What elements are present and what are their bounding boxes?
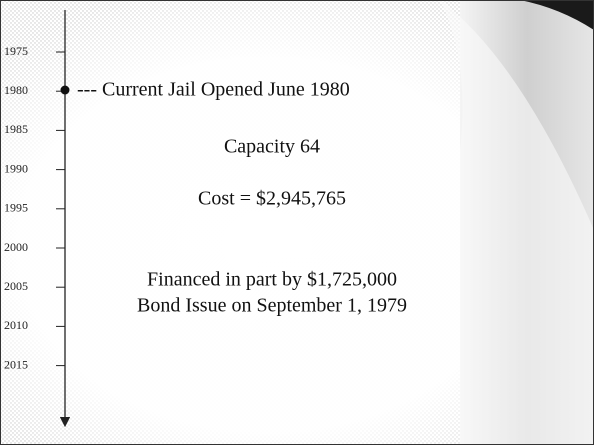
year-labels: 1975 1980 1985 1990 1995 2000 2005 2010 2015 xyxy=(4,44,65,371)
financing-line: Bond Issue on September 1, 1979 xyxy=(137,295,407,317)
year-label: 1995 xyxy=(4,201,28,215)
year-label: 1985 xyxy=(4,122,28,136)
financing-line: Financed in part by $1,725,000 xyxy=(147,269,397,291)
year-label: 1980 xyxy=(4,83,28,97)
event-label: --- Current Jail Opened June 1980 xyxy=(77,79,350,101)
year-label: 1990 xyxy=(4,161,28,175)
year-label: 1975 xyxy=(4,44,28,58)
event-dot xyxy=(60,85,70,95)
year-label: 2005 xyxy=(4,279,28,293)
side-curve xyxy=(440,0,594,445)
detail: Capacity 64 xyxy=(224,136,320,158)
corner xyxy=(520,0,594,30)
detail: Cost = $2,945,765 xyxy=(198,188,346,210)
year-label: 2015 xyxy=(4,357,28,371)
year-label: 2000 xyxy=(4,240,28,254)
year-label: 2010 xyxy=(4,318,28,332)
